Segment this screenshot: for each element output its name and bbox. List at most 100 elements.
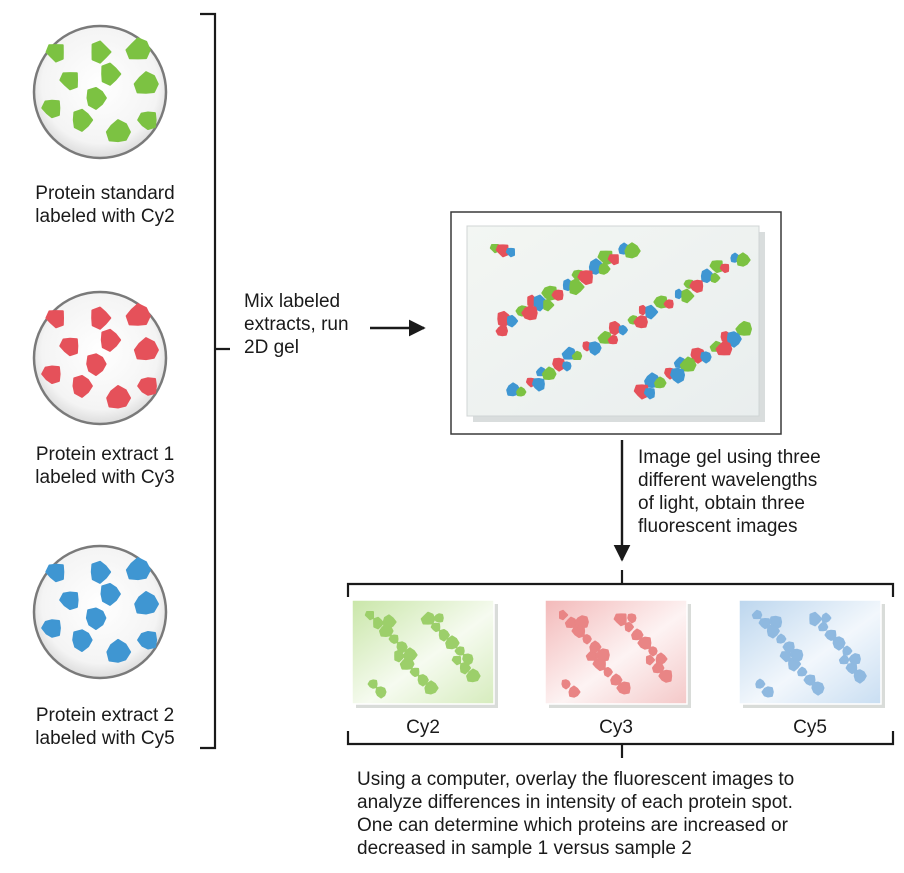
image-spot (818, 621, 829, 632)
protein-spot (101, 62, 122, 86)
protein-spot (100, 328, 122, 352)
gel-spot (516, 386, 527, 397)
protein-spot (100, 583, 121, 606)
gel-spot (645, 304, 659, 320)
gel-spot (597, 250, 613, 266)
samples-bracket (200, 12, 230, 750)
image-spot (367, 679, 378, 689)
gel-spot (598, 262, 611, 275)
protein-spot (125, 37, 151, 60)
gel-spot (638, 304, 649, 316)
imaging-step-text: Image gel using three different waveleng… (638, 447, 821, 537)
protein-spot (85, 607, 107, 630)
image-spot (396, 641, 408, 654)
protein-spot (41, 619, 61, 638)
gel-spot (653, 295, 668, 309)
image-spot (438, 629, 450, 642)
gel-spot (690, 347, 706, 364)
image-cy5-spots (751, 609, 867, 698)
image-spot (627, 613, 637, 624)
dish-cy5 (32, 544, 168, 680)
image-spot (761, 686, 774, 698)
gel-spot (608, 321, 622, 336)
gel-spot (663, 299, 674, 309)
gel-spot (709, 260, 723, 274)
protein-spot (133, 337, 159, 361)
gel-spot (624, 242, 641, 259)
gel-spot (495, 325, 508, 337)
image-spot (595, 648, 610, 662)
protein-spot (90, 560, 112, 584)
image-spot (832, 636, 846, 651)
gel-spot (700, 268, 715, 283)
gel-spot (607, 334, 619, 345)
protein-spot (59, 72, 78, 91)
protein-spot (41, 365, 61, 384)
gel-spot (633, 384, 649, 400)
gel-spot (633, 315, 648, 329)
image-spot (568, 685, 581, 698)
gel-spots (489, 242, 752, 400)
protein-spot (137, 631, 158, 650)
image-label-cy3: Cy3 (599, 717, 633, 738)
gel-spot (607, 254, 619, 266)
gel-spot (643, 388, 655, 400)
gel-spot (532, 378, 545, 392)
image-spot (624, 621, 634, 633)
image-spot (648, 646, 658, 657)
gel-spot (588, 341, 602, 356)
gel-spot (736, 252, 751, 267)
image-spot (848, 653, 861, 665)
gel-spot (495, 244, 509, 258)
image-spot (842, 645, 853, 656)
image-spot (454, 646, 465, 656)
mixed-2d-gel (450, 211, 782, 435)
gel-spot (552, 357, 566, 372)
image-spot (645, 654, 656, 666)
image-label-cy2: Cy2 (406, 717, 440, 738)
image-spot (561, 679, 571, 690)
image-spot (433, 613, 444, 623)
protein-spot (72, 375, 93, 398)
image-spot (655, 652, 668, 665)
gel-spot (571, 350, 583, 360)
image-spot (373, 616, 385, 630)
gel-spot (506, 314, 519, 328)
image-spot (364, 611, 374, 621)
dish-cy3-spots (41, 303, 159, 409)
protein-spot (72, 629, 93, 652)
image-spot (603, 667, 613, 678)
image-cy5 (738, 599, 885, 708)
image-spot (564, 616, 578, 628)
image-spot (375, 686, 387, 699)
image-spot (424, 680, 439, 695)
image-spot (853, 669, 867, 684)
image-spot (613, 613, 627, 627)
image-spot (811, 681, 825, 696)
gel-spot (562, 361, 572, 372)
image-spot (790, 648, 804, 663)
gel-spot (618, 325, 628, 336)
protein-spot (105, 119, 131, 143)
gel-spot (505, 247, 515, 258)
image-spot (658, 669, 673, 683)
image-spot (769, 615, 783, 630)
protein-spot (106, 385, 131, 409)
gel-spot (689, 279, 704, 293)
dish-cy2 (32, 24, 168, 160)
gel-spot (726, 331, 742, 348)
protein-spot (91, 40, 112, 64)
image-spot (838, 654, 850, 665)
image-spot (616, 681, 631, 695)
protein-spot (133, 71, 159, 94)
image-spot (809, 611, 823, 627)
image-spot (388, 634, 399, 644)
image-cy2-spots (364, 611, 481, 699)
gel-spot (670, 367, 685, 384)
image-spot (403, 647, 418, 662)
image-spot (382, 614, 397, 629)
protein-spot (86, 353, 107, 376)
image-spot (445, 635, 460, 650)
images-top-bracket (346, 570, 895, 597)
protein-spot (45, 310, 64, 329)
